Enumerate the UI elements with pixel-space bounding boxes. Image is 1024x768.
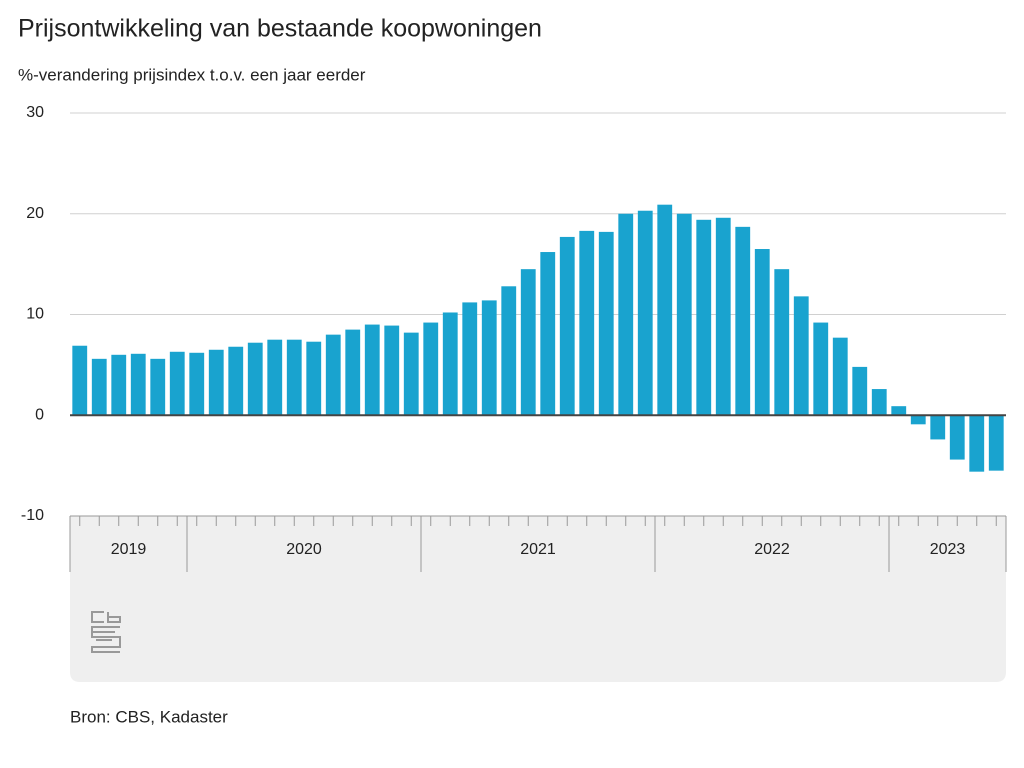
- bar: [228, 346, 244, 416]
- bar: [637, 210, 653, 416]
- y-tick-label: 10: [26, 306, 44, 323]
- bar: [403, 332, 419, 416]
- bar: [345, 329, 361, 416]
- bar: [715, 217, 731, 416]
- chart-subtitle: %-verandering prijsindex t.o.v. een jaar…: [18, 65, 366, 84]
- bar: [910, 415, 926, 425]
- bar: [462, 302, 478, 416]
- bar: [208, 349, 224, 416]
- bar: [306, 341, 322, 416]
- x-group-label: 2020: [286, 541, 322, 558]
- bar: [696, 219, 712, 416]
- bar: [579, 230, 595, 416]
- bar: [969, 415, 985, 472]
- bar: [189, 352, 205, 416]
- logo: [91, 611, 121, 653]
- bar: [325, 334, 341, 416]
- x-group-label: 2019: [111, 541, 147, 558]
- bar: [793, 296, 809, 416]
- bar: [247, 342, 263, 416]
- source: Bron: CBS, Kadaster: [70, 707, 228, 726]
- x-group-label: 2022: [754, 541, 790, 558]
- bar: [130, 353, 146, 416]
- bar: [930, 415, 946, 440]
- chart-title: Prijsontwikkeling van bestaande koopwoni…: [18, 15, 542, 43]
- bar: [891, 406, 907, 416]
- bar: [91, 358, 107, 416]
- y-tick-label: 20: [26, 205, 44, 222]
- bar: [754, 249, 770, 416]
- bar: [364, 324, 380, 416]
- bar: [598, 231, 614, 416]
- bar: [559, 236, 575, 416]
- x-group-label: 2021: [520, 541, 556, 558]
- bar: [72, 345, 88, 416]
- bar: [949, 415, 965, 460]
- bar: [774, 269, 790, 416]
- bar: [384, 325, 400, 416]
- bar: [520, 269, 536, 416]
- bar: [111, 354, 127, 416]
- y-tick-label: 0: [35, 406, 44, 423]
- bar: [618, 213, 634, 416]
- bar: [423, 322, 439, 416]
- bar: [657, 204, 673, 416]
- bar: [988, 415, 1004, 471]
- y-tick-label: -10: [21, 507, 44, 524]
- y-tick-label: 30: [26, 104, 44, 121]
- bar: [871, 389, 887, 416]
- bar: [540, 252, 556, 416]
- bar: [735, 226, 751, 416]
- axis-panel: [70, 516, 1006, 682]
- bar: [150, 358, 166, 416]
- bar: [832, 337, 848, 416]
- bar: [169, 351, 185, 416]
- bar: [501, 286, 517, 416]
- bar: [286, 339, 302, 416]
- bar: [852, 366, 868, 416]
- x-group-label: 2023: [930, 541, 966, 558]
- bar: [267, 339, 283, 416]
- bar: [676, 213, 692, 416]
- bar: [481, 300, 497, 416]
- bar: [442, 312, 458, 416]
- bar: [813, 322, 829, 416]
